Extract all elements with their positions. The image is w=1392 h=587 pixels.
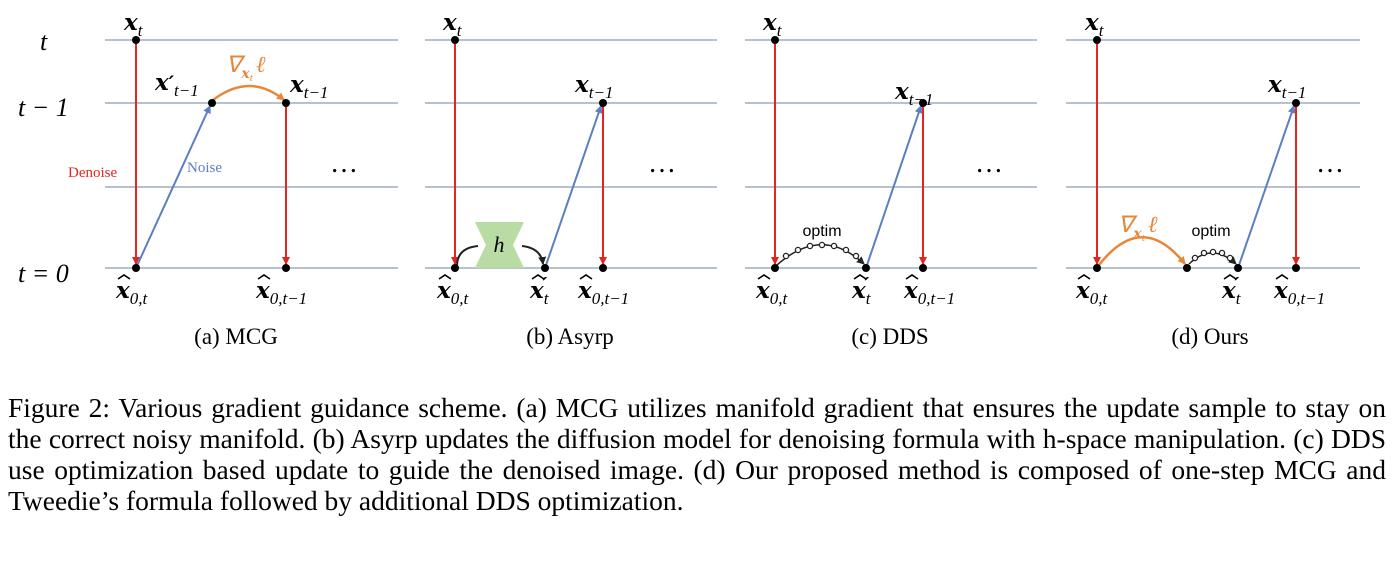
symbol-x-hat-0t: x0,t [755,277,788,308]
h-arc-in [456,245,479,267]
figure-caption: Figure 2: Various gradient guidance sche… [8,392,1386,516]
ellipsis: … [330,148,358,179]
gradient-arc [212,84,285,101]
gradient-guidance-figure: t t − 1 t = 0 Denoise Noise … xt x′t−1 x… [18,9,1360,349]
symbol-x-hat-0t: x0,t [436,277,469,308]
symbol-x-hat-prime-t: xt′ [529,274,550,308]
h-label: h [494,232,505,257]
symbol-x-hat-0t: x0,t [115,277,148,308]
symbol-x-t-minus-1: xt−1 [574,71,613,102]
denoise-label: Denoise [68,165,117,181]
gradient-symbol: ∇xtℓ [226,52,266,84]
optim-steps [782,241,860,260]
ellipsis: … [1316,148,1344,179]
panel-label-ours: (d) Ours [1171,324,1248,349]
symbol-x-t-minus-1: xt−1 [289,71,328,102]
symbol-x-hat-0t-minus-1: x0,t−1 [577,277,629,308]
panel-label-dds: (c) DDS [851,324,928,349]
noise-label: Noise [187,160,222,176]
symbol-x-t: xt [1084,9,1105,40]
symbol-x-hat-0t-minus-1: x0,t−1 [903,277,955,308]
symbol-x-t: xt [123,9,144,40]
symbol-x-t: xt [442,9,463,40]
symbol-x-t-minus-1: xt−1 [894,78,933,109]
symbol-x-hat-prime-t: xt′ [851,274,872,308]
noise-arrow [135,105,211,269]
gradient-arc [1098,236,1186,266]
gradient-symbol: ∇xtℓ [1118,212,1158,244]
symbol-x-t: xt [762,9,783,40]
row-label-t-minus-1: t − 1 [18,93,69,122]
optim-label: optim [1191,223,1230,240]
panel-ours: ∇xtℓ optim … xt xt−1 x0,t xt′ x0,t−1 (d)… [1066,9,1360,349]
optim-steps [1191,248,1234,262]
panel-mcg: Denoise Noise … xt x′t−1 xt−1 ∇xtℓ x0,t … [68,9,398,349]
panel-asyrp: h … xt xt−1 x0,t xt′ x0,t−1 (b) Asyrp [425,9,717,349]
noise-arrow [544,105,603,269]
symbol-x-hat-0t: x0,t [1075,277,1108,308]
noise-arrow [865,105,923,269]
noise-arrow [1237,105,1296,269]
symbol-x-hat-0t-minus-1: x0,t−1 [255,277,307,308]
symbol-x-t-minus-1: xt−1 [1267,71,1306,102]
ellipsis: … [648,148,676,179]
row-label-t-zero: t = 0 [18,259,69,288]
symbol-x-prime-t-minus-1: x′t−1 [154,69,199,100]
panel-dds: optim … xt xt−1 x0,t xt′ x0,t−1 (c) DDS [745,9,1037,349]
panel-label-asyrp: (b) Asyrp [526,324,614,349]
optim-label: optim [802,223,841,240]
symbol-x-hat-0t-minus-1: x0,t−1 [1273,277,1325,308]
row-label-t: t [40,27,48,56]
h-block [475,222,524,268]
symbol-x-hat-prime-t: xt′ [1221,274,1242,308]
panel-label-mcg: (a) MCG [194,324,278,349]
h-arc-out [521,245,547,265]
ellipsis: … [975,148,1003,179]
